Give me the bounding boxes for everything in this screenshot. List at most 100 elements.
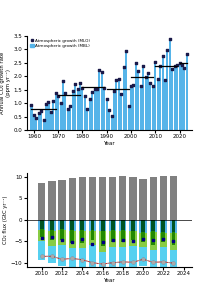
Point (50, 235, 54, 239)
Point (81, 85, 84, 90)
Point (180, 63, 184, 68)
Bar (101, 231, 105, 246)
Point (115, 77, 118, 82)
Point (76, 86, 79, 91)
Point (117, 76, 121, 81)
Bar (38, 113, 40, 130)
Point (154, 60, 157, 65)
Point (83, 93, 87, 98)
Bar (69, 178, 76, 220)
Point (139, 83, 142, 88)
Bar (121, 220, 125, 230)
Bar (30, 105, 33, 130)
Bar (81, 88, 83, 130)
Bar (150, 220, 157, 232)
Bar (57, 96, 59, 130)
Point (105, 96, 108, 101)
Point (71, 89, 75, 94)
Point (112, 88, 116, 93)
Bar (119, 231, 127, 247)
Point (146, 71, 150, 76)
Point (111, 237, 114, 242)
Bar (58, 230, 66, 245)
Bar (40, 229, 44, 237)
Legend: Atmospheric growth (MLO), Atmospheric growth (MBL): Atmospheric growth (MLO), Atmospheric gr… (29, 38, 91, 49)
Bar (169, 39, 171, 130)
Bar (69, 220, 76, 231)
Bar (160, 220, 167, 233)
Bar (99, 177, 106, 220)
Bar (38, 241, 45, 260)
Bar (140, 86, 142, 130)
Point (66, 106, 70, 111)
Bar (80, 230, 84, 243)
X-axis label: Year: Year (103, 141, 115, 146)
Bar (141, 220, 145, 232)
Bar (43, 119, 45, 130)
Point (35, 115, 38, 120)
Point (183, 65, 186, 70)
Point (49, 109, 53, 114)
Point (119, 92, 123, 96)
Bar (161, 56, 164, 130)
Bar (118, 79, 120, 130)
Bar (79, 231, 86, 248)
Bar (129, 246, 137, 267)
Bar (149, 82, 151, 130)
Bar (140, 233, 147, 247)
Point (100, 70, 104, 75)
Point (166, 47, 169, 52)
Bar (186, 54, 188, 130)
Bar (99, 220, 106, 231)
Point (37, 110, 40, 115)
Bar (38, 220, 45, 230)
Bar (154, 62, 156, 130)
Bar (160, 247, 167, 267)
Bar (99, 231, 106, 252)
Bar (111, 220, 115, 230)
Point (127, 103, 130, 108)
Bar (137, 71, 139, 130)
Point (88, 97, 91, 101)
Point (156, 76, 159, 81)
Bar (60, 229, 64, 240)
Point (91, 90, 94, 94)
Point (30, 103, 33, 107)
Point (69, 103, 72, 108)
Bar (131, 220, 135, 231)
Bar (70, 230, 74, 243)
Bar (150, 250, 157, 270)
Bar (33, 115, 35, 130)
Bar (152, 86, 154, 130)
Bar (176, 65, 178, 130)
Bar (106, 99, 108, 130)
Bar (113, 91, 115, 130)
Bar (109, 231, 116, 247)
Bar (123, 67, 125, 130)
Bar (174, 66, 176, 130)
Bar (157, 79, 159, 130)
Bar (151, 231, 155, 245)
Bar (160, 176, 167, 220)
Point (56, 94, 60, 99)
Bar (140, 179, 147, 220)
Y-axis label: CO₂ flux (GtC yr⁻¹): CO₂ flux (GtC yr⁻¹) (3, 196, 8, 244)
Bar (80, 220, 84, 230)
Bar (55, 93, 57, 130)
Bar (160, 233, 167, 247)
Bar (58, 180, 66, 220)
Point (86, 106, 89, 111)
Bar (128, 106, 130, 130)
Bar (111, 230, 115, 242)
Point (32, 112, 36, 117)
Point (121, 238, 125, 243)
Bar (45, 103, 47, 130)
Bar (129, 220, 137, 231)
Bar (60, 103, 62, 130)
Point (144, 75, 147, 80)
X-axis label: Year: Year (103, 278, 115, 283)
Bar (69, 231, 76, 248)
Point (162, 237, 165, 242)
Point (44, 101, 48, 106)
Bar (86, 109, 88, 130)
